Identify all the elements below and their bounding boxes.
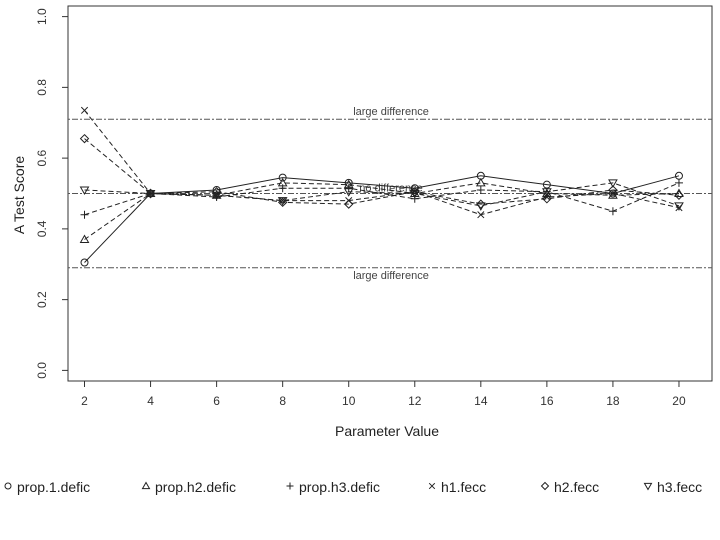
- data-point: [277, 197, 288, 208]
- data-point: [211, 187, 222, 197]
- reference-line-label: large difference: [353, 270, 429, 282]
- series-lines: [84, 110, 680, 263]
- y-tick-label: 0.8: [35, 79, 49, 96]
- legend-marker: [643, 482, 653, 491]
- legend-marker: [141, 481, 151, 490]
- series-markers: [79, 106, 684, 267]
- y-axis-title: A Test Score: [11, 156, 27, 235]
- series-line-h3-fecc: [84, 182, 680, 207]
- x-tick-label: 14: [474, 394, 488, 408]
- x-tick-label: 6: [213, 394, 220, 408]
- data-point: [674, 178, 683, 187]
- y-axis: 0.0 0.2 0.4 0.6 0.8 1.0: [35, 8, 68, 379]
- x-tick-label: 20: [672, 394, 686, 408]
- legend-marker: [428, 482, 436, 490]
- reference-line-label: large difference: [353, 106, 429, 118]
- legend-label: h3.fecc: [657, 479, 702, 495]
- series-line-h1-fecc: [84, 110, 680, 216]
- data-point: [80, 258, 89, 267]
- legend-label: prop.h2.defic: [155, 479, 236, 495]
- x-tick-label: 18: [606, 394, 620, 408]
- y-tick-label: 0.4: [35, 220, 49, 237]
- legend-label: h1.fecc: [441, 479, 486, 495]
- data-point: [79, 234, 90, 243]
- x-tick-label: 8: [279, 394, 286, 408]
- legend-label: h2.fecc: [554, 479, 599, 495]
- data-point: [344, 199, 354, 209]
- data-point: [608, 207, 617, 216]
- y-tick-label: 0.6: [35, 149, 49, 166]
- data-point: [477, 211, 485, 219]
- x-tick-label: 2: [81, 394, 88, 408]
- data-point: [80, 210, 89, 219]
- data-point: [79, 186, 90, 195]
- x-axis: 2 4 6 8 10 12 14 16 18 20: [81, 380, 686, 408]
- data-point: [476, 185, 485, 194]
- data-point: [542, 194, 552, 204]
- x-tick-label: 12: [408, 394, 422, 408]
- x-tick-label: 10: [342, 394, 356, 408]
- data-point: [278, 173, 287, 182]
- data-point: [542, 188, 552, 197]
- data-point: [674, 190, 684, 200]
- data-point: [543, 193, 551, 201]
- y-tick-label: 0.0: [35, 362, 49, 379]
- data-point: [608, 189, 617, 198]
- data-point: [145, 190, 156, 199]
- legend-label: prop.h3.defic: [299, 479, 380, 495]
- data-point: [608, 190, 618, 199]
- data-point: [279, 197, 287, 205]
- legend-marker: [286, 482, 294, 490]
- y-tick-label: 0.2: [35, 291, 49, 308]
- x-axis-title: Parameter Value: [335, 423, 439, 439]
- data-point: [211, 191, 222, 201]
- data-point: [674, 202, 684, 211]
- legend-label: prop.1.defic: [17, 479, 90, 495]
- legend: prop.1.defic prop.h2.defic prop.h3.defic h1…: [4, 479, 702, 495]
- data-point: [80, 106, 89, 114]
- data-point: [608, 179, 618, 188]
- data-point: [343, 188, 354, 197]
- y-tick-label: 1.0: [35, 8, 49, 25]
- data-point: [608, 185, 618, 195]
- data-point: [475, 202, 486, 211]
- data-point: [344, 184, 353, 193]
- data-point: [277, 197, 288, 206]
- data-point: [79, 133, 90, 144]
- legend-marker: [540, 481, 550, 491]
- data-point: [409, 190, 420, 199]
- series-line-prop-1-defic: [84, 175, 680, 263]
- x-tick-label: 4: [147, 394, 154, 408]
- data-point: [278, 184, 287, 193]
- data-point: [475, 177, 486, 187]
- legend-marker: [4, 482, 12, 490]
- x-tick-label: 16: [540, 394, 554, 408]
